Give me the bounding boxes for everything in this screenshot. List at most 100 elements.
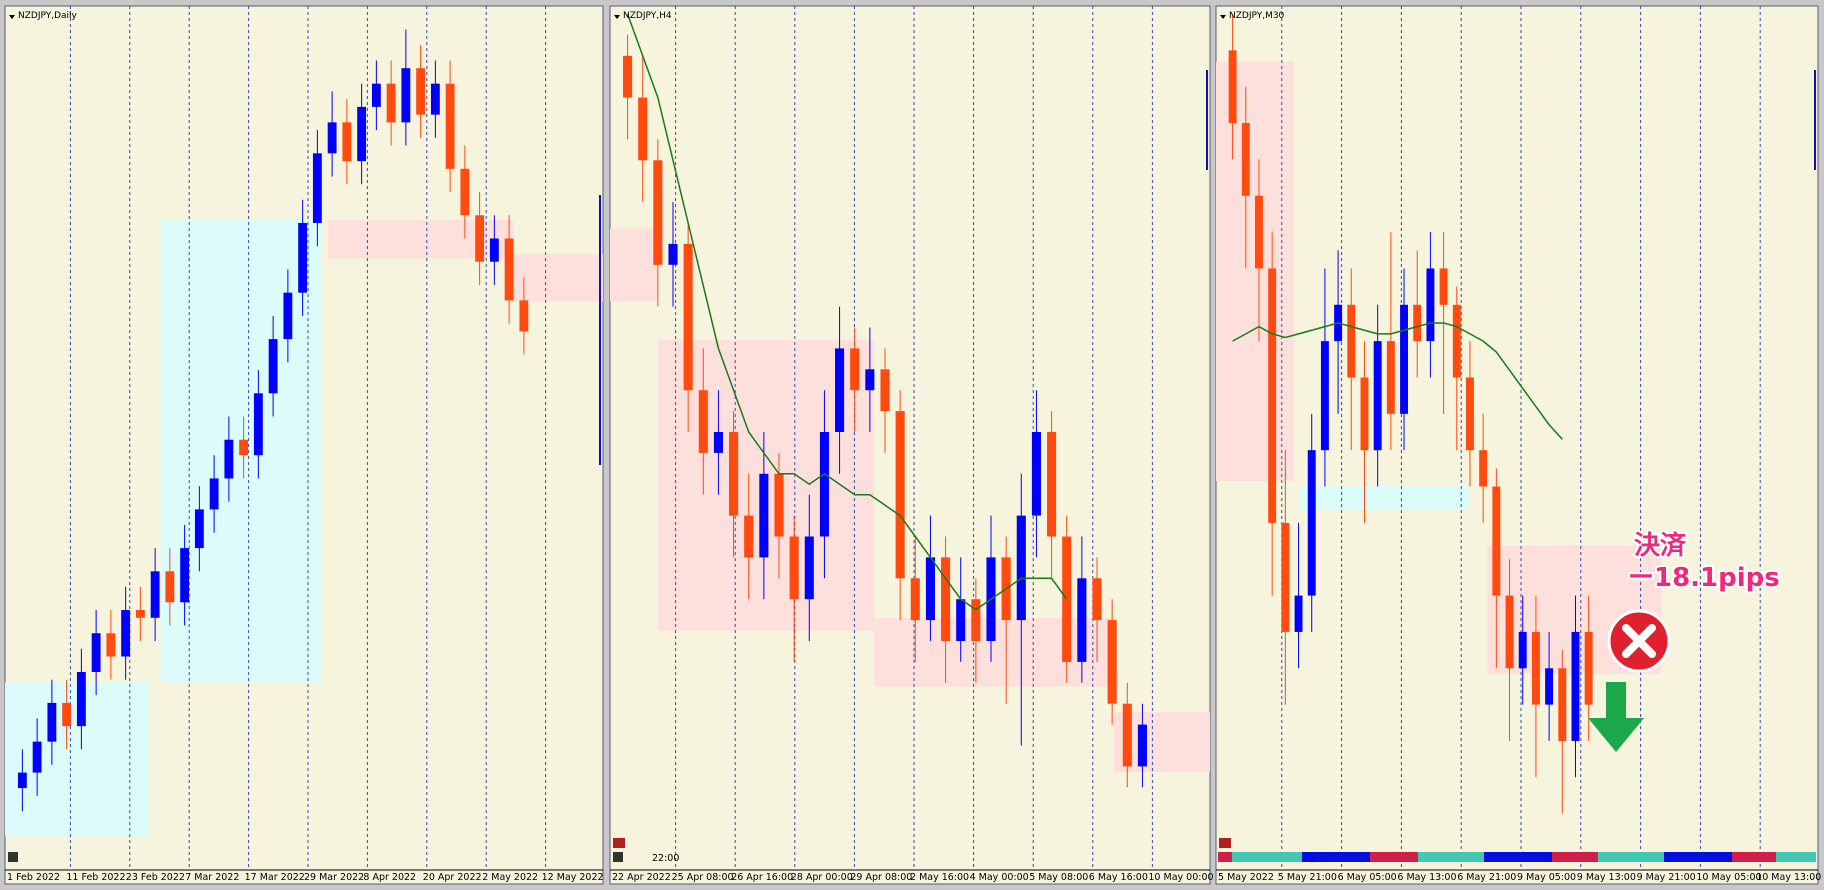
candle-body: [475, 215, 485, 262]
candle-body: [1255, 195, 1263, 269]
candle-body: [135, 610, 145, 618]
sell-arrow: [1588, 682, 1644, 752]
session-bar: [1418, 852, 1484, 862]
x-axis-label: 23 Feb 2022: [126, 872, 185, 883]
x-axis-label: 4 May 00:00: [970, 872, 1029, 883]
panel-title: NZDJPY,H4: [623, 11, 672, 21]
x-axis-label: 20 Apr 2022: [423, 872, 482, 883]
x-axis-label: 10 May 00:00: [1148, 872, 1213, 883]
candle-body: [1492, 486, 1501, 596]
session-bar: [1664, 852, 1732, 862]
candle-body: [1077, 578, 1087, 662]
session-bar: [1302, 852, 1370, 862]
session-bar: [1218, 852, 1232, 862]
moving-average: [1232, 322, 1563, 440]
x-axis-label: 5 May 2022: [1218, 872, 1274, 883]
candle-body: [971, 599, 981, 641]
x-axis-label: 1 Feb 2022: [7, 872, 60, 883]
candle-body: [121, 610, 131, 657]
candle-body: [1426, 268, 1435, 342]
candle-body: [401, 68, 411, 123]
candle-body: [850, 348, 860, 391]
candle-body: [1531, 631, 1540, 705]
candle-body: [519, 300, 529, 332]
candle-body: [1228, 50, 1237, 124]
candle-body: [1347, 304, 1356, 378]
candle-body: [1373, 341, 1382, 451]
candle-body: [47, 702, 57, 742]
panel-background: [1215, 5, 1819, 885]
candle-body: [1505, 595, 1514, 669]
candle-body: [489, 238, 499, 262]
candle-body: [1452, 304, 1461, 378]
candle-body: [1047, 432, 1057, 537]
candle-body: [1571, 631, 1580, 741]
candle-body: [224, 439, 234, 479]
candle-body: [698, 390, 708, 453]
x-axis-label: 25 Apr 08:00: [672, 872, 734, 883]
candle-body: [445, 83, 455, 169]
candle-body: [460, 168, 470, 216]
x-axis-label: 17 Mar 2022: [245, 872, 305, 883]
candle-body: [956, 599, 966, 641]
candle-body: [1558, 668, 1567, 741]
candle-body: [327, 122, 337, 154]
candle-body: [1241, 123, 1250, 196]
candle-body: [804, 536, 814, 600]
candle-body: [180, 548, 190, 603]
x-axis-label: 9 May 13:00: [1577, 872, 1636, 883]
candle-body: [1107, 620, 1117, 704]
candle-body: [774, 473, 784, 537]
zone: [1216, 61, 1295, 482]
candle-body: [1307, 450, 1316, 596]
candle-body: [312, 153, 322, 223]
panel-title: NZDJPY,Daily: [18, 11, 78, 21]
x-axis-label: 5 May 21:00: [1278, 872, 1337, 883]
annotation-line: ー18.1pips: [1628, 563, 1780, 593]
x-axis-label: 9 May 21:00: [1637, 872, 1696, 883]
candle-body: [1413, 304, 1422, 342]
candle-body: [1268, 268, 1277, 523]
candle-body: [32, 741, 42, 773]
candle-body: [371, 83, 381, 107]
candle-body: [268, 339, 278, 394]
candle-body: [835, 348, 845, 432]
candle-body: [668, 243, 678, 265]
candle-body: [713, 432, 723, 453]
time-label: 22:00: [652, 853, 679, 864]
candle-body: [759, 473, 769, 558]
candle-body: [91, 633, 101, 672]
candle-body: [416, 68, 426, 115]
x-axis-label: 12 May 2022: [542, 872, 604, 883]
x-axis-label: 7 Mar 2022: [185, 872, 239, 883]
candle-body: [683, 243, 693, 391]
candle-body: [1400, 304, 1408, 414]
candle-body: [880, 369, 890, 412]
title-arrow: [614, 15, 620, 19]
candle-body: [1294, 595, 1303, 632]
x-axis-label: 6 May 16:00: [1089, 872, 1148, 883]
candle-body: [430, 83, 440, 115]
zone: [513, 254, 603, 302]
candle-body: [910, 578, 920, 621]
x-axis-label: 9 May 05:00: [1517, 872, 1576, 883]
x-axis-label: 6 May 13:00: [1397, 872, 1456, 883]
candle-body: [386, 83, 396, 123]
candle-body: [865, 369, 875, 391]
candle-body: [1016, 515, 1026, 621]
candle-body: [1584, 631, 1593, 705]
candle-body: [1360, 377, 1369, 451]
x-axis-label: 26 Apr 16:00: [731, 872, 793, 883]
candle-body: [925, 557, 935, 621]
x-axis-label: 10 May 13:00: [1756, 872, 1821, 883]
x-axis-label: 11 Feb 2022: [66, 872, 125, 883]
candle-body: [1320, 341, 1329, 451]
candle-body: [729, 432, 739, 516]
candle-body: [1137, 724, 1147, 767]
x-axis-label: 8 Apr 2022: [363, 872, 416, 883]
candle-body: [150, 571, 160, 618]
x-axis-label: 10 May 05:00: [1696, 872, 1761, 883]
candle-body: [1031, 432, 1041, 516]
x-axis-label: 28 Apr 00:00: [791, 872, 853, 883]
candle-body: [342, 122, 352, 162]
